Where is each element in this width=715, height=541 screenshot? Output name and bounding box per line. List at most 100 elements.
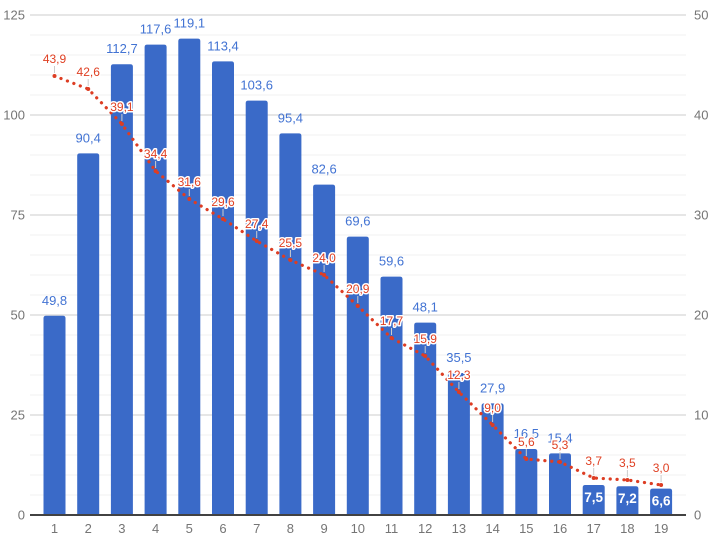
bar-value-label: 69,6 [345,214,370,229]
x-axis-tick-label: 3 [118,521,125,536]
x-axis-tick-label: 8 [287,521,294,536]
line-point-11[interactable] [389,336,394,340]
bar-15[interactable] [515,449,538,515]
bar-value-label: 35,5 [446,350,471,365]
line-point-10[interactable] [355,304,360,308]
bar-19[interactable] [650,488,673,515]
x-axis-tick-label: 19 [654,521,668,536]
bar-10[interactable] [346,236,369,515]
line-point-19[interactable] [659,483,664,487]
bar-value-label: 113,4 [207,38,239,53]
x-axis-tick-label: 10 [351,521,365,536]
bar-value-label: 7,2 [618,491,637,506]
bar-2[interactable] [77,153,100,515]
line-point-6[interactable] [221,217,225,221]
y-axis-right-tick-label: 50 [694,8,708,23]
x-axis-tick-label: 4 [152,521,159,536]
line-point-13[interactable] [456,390,461,394]
line-point-4[interactable] [153,169,158,173]
line-point-15[interactable] [524,457,529,461]
line-point-7[interactable] [254,239,259,243]
y-axis-left-tick-label: 50 [11,308,25,323]
line-value-label: 42,6 [77,65,101,79]
y-axis-left-tick-label: 0 [18,508,25,523]
x-axis-tick-label: 11 [385,521,399,536]
line-point-18[interactable] [625,478,630,482]
bar-value-label: 49,8 [42,293,67,308]
bar-value-label: 48,1 [413,300,438,315]
bar-1[interactable] [43,315,66,515]
line-point-8[interactable] [288,258,293,262]
bar-value-label: 59,6 [379,254,404,269]
x-axis-tick-label: 17 [586,521,600,536]
line-value-label: 34,4 [144,147,168,161]
line-value-label: 39,1 [110,100,134,114]
bar-18[interactable] [616,486,639,515]
y-axis-left-tick-label: 125 [3,8,25,23]
line-value-label: 27,4 [245,217,269,231]
bar-9[interactable] [313,184,336,515]
bar-16[interactable] [549,453,571,515]
bar-value-label: 90,4 [76,130,101,145]
line-point-14[interactable] [490,423,495,427]
y-axis-right-tick-label: 40 [694,108,708,123]
x-axis-tick-label: 2 [85,521,92,536]
bar-value-label: 15,4 [547,430,572,445]
bar-17[interactable] [582,485,605,515]
x-axis-tick-label: 18 [620,521,634,536]
line-point-5[interactable] [187,197,192,201]
bar-4[interactable] [144,44,167,515]
x-axis-tick-label: 13 [452,521,466,536]
y-axis-right-tick-label: 30 [694,208,708,223]
y-axis-right-tick-label: 20 [694,308,708,323]
line-value-label: 9,0 [484,401,501,415]
line-point-9[interactable] [322,273,327,277]
line-value-label: 25,5 [279,236,303,250]
bar-value-label: 16,5 [514,426,539,441]
y-axis-right-tick-label: 10 [694,408,708,423]
bar-11[interactable] [380,276,403,515]
x-axis-tick-label: 15 [519,521,533,536]
bar-value-label: 119,1 [174,16,206,31]
x-axis-tick-label: 1 [51,521,58,536]
y-axis-left-tick-label: 100 [3,108,25,123]
line-point-2[interactable] [86,87,91,91]
y-axis-right-tick-label: 0 [694,508,701,523]
line-value-label: 3,5 [619,456,636,470]
bar-12[interactable] [414,322,437,515]
line-value-label: 24,0 [312,251,336,265]
line-value-label: 29,6 [211,195,235,209]
line-value-label: 17,7 [380,314,404,328]
bar-value-label: 117,6 [140,22,172,37]
bar-6[interactable] [212,61,234,516]
line-point-17[interactable] [591,476,596,480]
bar-value-label: 103,6 [240,78,273,93]
line-value-label: 15,9 [414,332,438,346]
bar-5[interactable] [178,38,201,515]
line-value-label: 20,9 [346,282,370,296]
bar-value-label: 95,4 [278,110,303,125]
line-value-label: 3,7 [585,454,602,468]
bar-13[interactable] [447,373,470,515]
line-value-label: 5,6 [518,435,535,449]
line-point-12[interactable] [423,354,428,358]
line-point-16[interactable] [558,460,562,464]
x-axis-tick-label: 14 [485,521,499,536]
bar-3[interactable] [110,64,133,515]
x-axis-tick-label: 5 [186,521,193,536]
x-axis-tick-label: 7 [253,521,260,536]
bar-8[interactable] [279,133,302,515]
line-point-3[interactable] [119,122,124,126]
line-value-label: 43,9 [43,52,67,66]
bar-value-label: 27,9 [480,380,505,395]
bar-value-label: 6,6 [652,494,671,509]
bar-14[interactable] [481,403,504,515]
y-axis-left-tick-label: 75 [11,208,25,223]
bar-7[interactable] [245,100,268,515]
line-point-1[interactable] [52,74,57,78]
line-value-label: 31,6 [178,175,202,189]
bar-value-label: 112,7 [106,41,138,56]
x-axis-tick-label: 12 [418,521,432,536]
line-value-label: 3,0 [653,461,670,475]
y-axis-left-tick-label: 25 [11,408,25,423]
